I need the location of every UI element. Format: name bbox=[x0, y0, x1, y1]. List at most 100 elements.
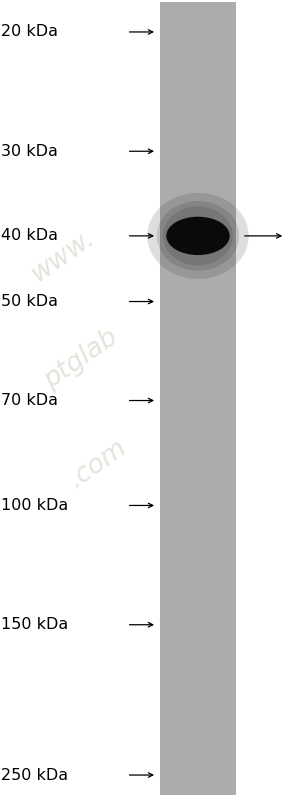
Bar bbox=[160, 747, 236, 751]
Bar bbox=[160, 347, 236, 351]
Bar bbox=[160, 2, 236, 6]
Bar bbox=[160, 399, 236, 402]
Bar bbox=[160, 89, 236, 93]
Bar bbox=[160, 573, 236, 577]
Bar bbox=[160, 414, 236, 418]
Text: 20 kDa: 20 kDa bbox=[1, 25, 58, 39]
Bar bbox=[160, 478, 236, 482]
Bar bbox=[160, 581, 236, 585]
Bar bbox=[160, 196, 236, 200]
Bar bbox=[160, 609, 236, 613]
Bar bbox=[160, 589, 236, 593]
Bar bbox=[160, 474, 236, 478]
Ellipse shape bbox=[163, 206, 233, 265]
Bar bbox=[160, 446, 236, 450]
Bar bbox=[160, 93, 236, 97]
Bar bbox=[160, 236, 236, 240]
Bar bbox=[160, 77, 236, 81]
Bar bbox=[160, 755, 236, 759]
Bar bbox=[160, 125, 236, 129]
Bar bbox=[160, 561, 236, 565]
Bar bbox=[160, 46, 236, 50]
Bar bbox=[160, 585, 236, 589]
Bar bbox=[160, 525, 236, 529]
Bar bbox=[160, 410, 236, 414]
Bar bbox=[160, 430, 236, 434]
Bar bbox=[160, 664, 236, 668]
Text: 30 kDa: 30 kDa bbox=[1, 144, 58, 159]
Ellipse shape bbox=[166, 217, 230, 255]
Text: 40 kDa: 40 kDa bbox=[1, 229, 58, 244]
Bar bbox=[160, 783, 236, 787]
Bar bbox=[160, 728, 236, 732]
Bar bbox=[160, 280, 236, 284]
Bar bbox=[160, 490, 236, 494]
Bar bbox=[160, 739, 236, 743]
Bar bbox=[160, 625, 236, 628]
Bar bbox=[160, 81, 236, 85]
Bar bbox=[160, 628, 236, 632]
Bar bbox=[160, 545, 236, 549]
Text: 70 kDa: 70 kDa bbox=[1, 393, 58, 408]
Bar bbox=[160, 339, 236, 343]
Text: 100 kDa: 100 kDa bbox=[1, 498, 69, 513]
Bar bbox=[160, 482, 236, 486]
Bar bbox=[160, 498, 236, 502]
Bar bbox=[160, 145, 236, 149]
Bar bbox=[160, 605, 236, 609]
Bar bbox=[160, 299, 236, 303]
Bar bbox=[160, 692, 236, 696]
Bar bbox=[160, 252, 236, 256]
Bar bbox=[160, 220, 236, 224]
Bar bbox=[160, 335, 236, 339]
Bar bbox=[160, 438, 236, 442]
Bar bbox=[160, 18, 236, 22]
Bar bbox=[160, 442, 236, 446]
Bar bbox=[160, 779, 236, 783]
Bar bbox=[160, 462, 236, 466]
Bar bbox=[160, 486, 236, 490]
Bar bbox=[160, 42, 236, 46]
Bar bbox=[160, 212, 236, 216]
Bar bbox=[160, 668, 236, 672]
Bar bbox=[160, 161, 236, 165]
Bar bbox=[160, 153, 236, 157]
Bar bbox=[160, 307, 236, 311]
Bar bbox=[160, 208, 236, 212]
Bar bbox=[160, 640, 236, 644]
Bar bbox=[160, 672, 236, 676]
Bar bbox=[160, 422, 236, 426]
Bar bbox=[160, 291, 236, 295]
Bar bbox=[160, 648, 236, 652]
Bar bbox=[160, 165, 236, 169]
Bar bbox=[160, 680, 236, 684]
Bar bbox=[160, 751, 236, 755]
Bar bbox=[160, 402, 236, 406]
Bar bbox=[160, 50, 236, 54]
Bar bbox=[160, 743, 236, 747]
Bar bbox=[160, 684, 236, 688]
Bar bbox=[160, 228, 236, 232]
Bar bbox=[160, 652, 236, 656]
Bar bbox=[160, 494, 236, 498]
Bar bbox=[160, 391, 236, 395]
Bar bbox=[160, 732, 236, 736]
Bar bbox=[160, 470, 236, 474]
Text: 250 kDa: 250 kDa bbox=[1, 768, 69, 782]
Bar bbox=[160, 387, 236, 391]
Bar bbox=[160, 113, 236, 117]
Bar bbox=[160, 363, 236, 367]
Bar bbox=[160, 14, 236, 18]
Bar bbox=[160, 351, 236, 355]
Bar bbox=[160, 601, 236, 605]
Text: 50 kDa: 50 kDa bbox=[1, 294, 58, 309]
Bar bbox=[160, 192, 236, 196]
Bar bbox=[160, 188, 236, 192]
Bar bbox=[160, 69, 236, 73]
Bar bbox=[160, 724, 236, 728]
Bar bbox=[160, 763, 236, 767]
Bar bbox=[160, 133, 236, 137]
Bar bbox=[160, 34, 236, 38]
Bar bbox=[160, 712, 236, 716]
Bar bbox=[160, 101, 236, 105]
